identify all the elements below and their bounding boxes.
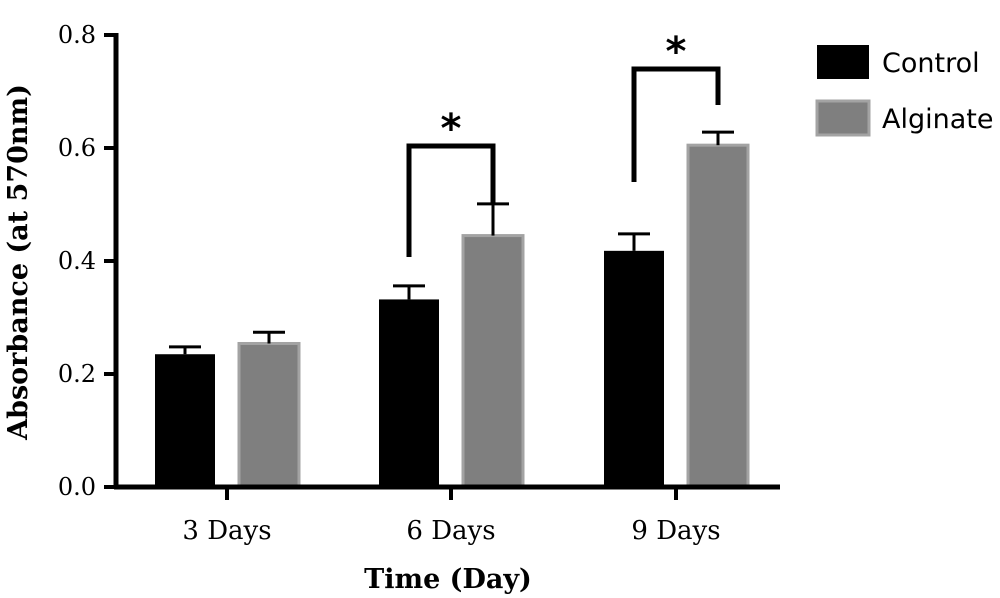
error-bar-alginate-6-days [477, 202, 509, 236]
x-tick-label: 9 Days [631, 516, 720, 546]
bar-control-6-days [379, 299, 439, 487]
legend-swatch-control [817, 45, 869, 79]
legend-label-control: Control [882, 48, 980, 79]
error-bar-alginate-9-days [702, 130, 734, 146]
x-axis-title: Time (Day) [364, 564, 532, 595]
error-bar-control-3-days [169, 345, 201, 355]
significance-marker: * [441, 106, 462, 152]
y-axis-title: Absorbance (at 570nm) [3, 84, 34, 441]
y-tick-label: 0.6 [58, 134, 96, 162]
legend: Control Alginate [815, 45, 993, 137]
error-bar-alginate-3-days [253, 330, 285, 344]
bar-alginate-6-days [461, 234, 525, 489]
bars [155, 143, 750, 489]
error-bar-control-9-days [618, 232, 650, 251]
y-tick-label: 0.4 [58, 247, 96, 275]
significance-bracket-9-days: * [631, 29, 721, 182]
y-tick-label: 0.0 [58, 473, 96, 501]
significance-bracket-6-days: * [406, 106, 496, 257]
y-tick-label: 0.2 [58, 360, 96, 388]
legend-swatch-alginate [815, 99, 871, 137]
significance-marker: * [666, 29, 687, 75]
y-axis-ticks: 0.0 0.2 0.4 0.6 0.8 [58, 21, 116, 501]
bar-control-3-days [155, 354, 215, 487]
error-bar-control-6-days [393, 284, 425, 300]
bar-alginate-9-days [686, 143, 750, 489]
x-axis-ticks: 3 Days 6 Days 9 Days [182, 487, 721, 546]
significance-bracket-line [406, 143, 496, 257]
bar-alginate-3-days [237, 341, 301, 489]
y-tick-label: 0.8 [58, 21, 96, 49]
x-tick-label: 6 Days [406, 516, 495, 546]
bar-control-9-days [604, 250, 664, 487]
legend-label-alginate: Alginate [882, 104, 993, 135]
significance-brackets: ** [406, 29, 721, 257]
x-tick-label: 3 Days [182, 516, 271, 546]
significance-bracket-line [631, 66, 721, 182]
